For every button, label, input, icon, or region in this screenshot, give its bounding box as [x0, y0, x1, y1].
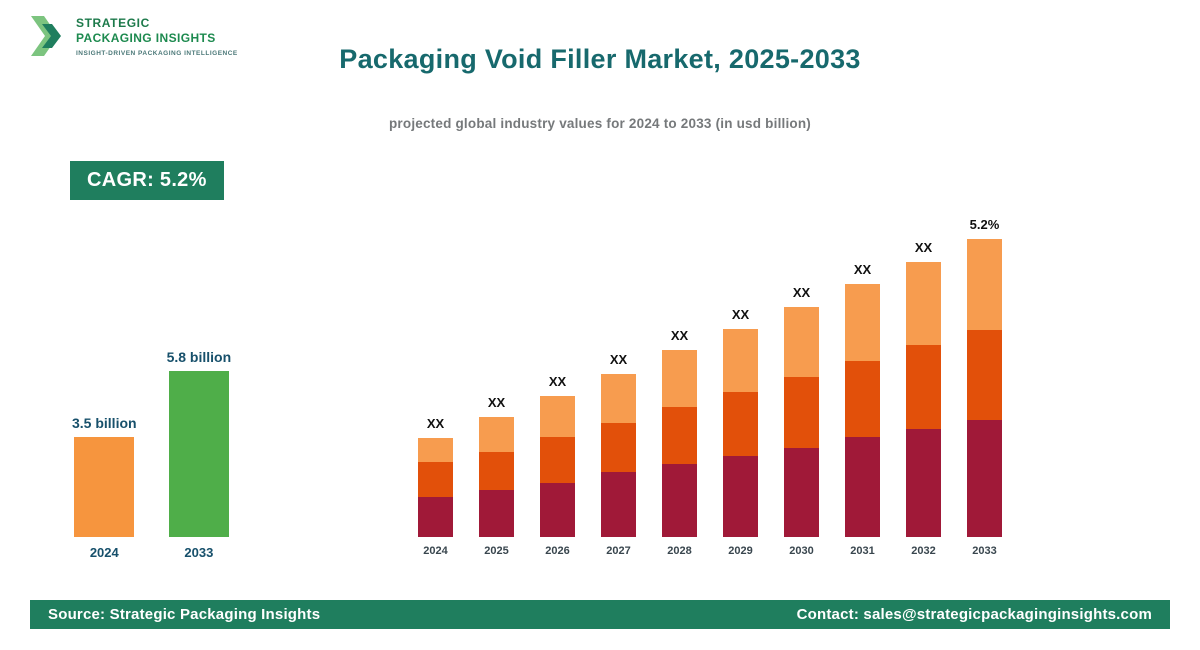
logo-tagline: INSIGHT-DRIVEN PACKAGING INTELLIGENCE — [76, 49, 238, 57]
footer-contact: Contact: sales@strategicpackaginginsight… — [796, 606, 1152, 623]
stacked-bar-segment-middle — [723, 392, 758, 456]
stacked-bar-segment-bottom — [845, 437, 880, 537]
stacked-bar-group: XX 2026 — [540, 374, 575, 559]
page-subtitle: projected global industry values for 202… — [388, 116, 812, 131]
logo-name-line1: STRATEGIC — [76, 15, 150, 30]
stacked-bar-group: XX 2028 — [662, 328, 697, 559]
stacked-chart: XX 2024 XX 2025 XX 2026 XX 2027 XX 2028 XX 2029 XX 20… — [418, 203, 1002, 559]
stacked-bar-group: XX 2027 — [601, 352, 636, 559]
stacked-bar-segment-top — [784, 307, 819, 377]
stacked-bar-segment-middle — [845, 361, 880, 437]
stacked-bar-segment-top — [479, 417, 514, 452]
stacked-bar-segment-top — [967, 239, 1002, 330]
stacked-bar-year-label: 2026 — [545, 545, 570, 557]
stacked-bar-segment-bottom — [479, 490, 514, 537]
logo: STRATEGIC PACKAGING INSIGHTS INSIGHT-DRI… — [30, 10, 238, 62]
mini-bar — [74, 437, 135, 537]
stacked-bar-segment-middle — [906, 345, 941, 429]
stacked-bar-segment-bottom — [540, 483, 575, 537]
mini-bar-year-label: 2033 — [184, 545, 214, 560]
footer-bar: Source: Strategic Packaging Insights Con… — [30, 600, 1170, 629]
logo-text: STRATEGIC PACKAGING INSIGHTS INSIGHT-DRI… — [76, 16, 238, 57]
mini-bar-group: 5.8 billion 2033 — [166, 349, 232, 560]
stacked-bar-segment-bottom — [601, 472, 636, 537]
stacked-bar-group: XX 2031 — [845, 262, 880, 559]
stacked-bar-segment-middle — [662, 407, 697, 464]
stacked-bar-group: 5.2% 2033 — [967, 217, 1002, 559]
logo-name-line2: PACKAGING INSIGHTS — [76, 30, 216, 45]
logo-chevron-icon — [31, 16, 61, 56]
stacked-bar-segment-middle — [784, 377, 819, 448]
mini-bar-group: 3.5 billion 2024 — [72, 415, 137, 560]
stacked-bar-year-label: 2025 — [484, 545, 509, 557]
stacked-bar-group: XX 2025 — [479, 395, 514, 559]
footer-source: Source: Strategic Packaging Insights — [48, 606, 321, 623]
mini-bar-value-label: 5.8 billion — [166, 349, 232, 365]
stacked-bar-segment-bottom — [662, 464, 697, 537]
stacked-bar-segment-bottom — [418, 497, 453, 537]
stacked-bar-segment-top — [906, 262, 941, 345]
stacked-bar-value-label: XX — [731, 307, 750, 322]
cagr-badge: CAGR: 5.2% — [70, 161, 224, 200]
stacked-bar-value-label: XX — [792, 285, 811, 300]
stacked-bar-group: XX 2032 — [906, 240, 941, 559]
stacked-bar-group: XX 2030 — [784, 285, 819, 559]
mini-bar-year-label: 2024 — [89, 545, 119, 560]
stacked-bar-segment-bottom — [967, 420, 1002, 537]
stacked-bar-year-label: 2030 — [789, 545, 814, 557]
stacked-bar-segment-top — [723, 329, 758, 392]
stacked-bar-year-label: 2027 — [606, 545, 631, 557]
stacked-bar-value-label: XX — [548, 374, 567, 389]
stacked-bar-segment-middle — [967, 330, 1002, 420]
mini-chart: 3.5 billion 2024 5.8 billion 2033 — [72, 324, 232, 560]
stacked-bar-segment-middle — [418, 462, 453, 497]
stacked-bar-year-label: 2029 — [728, 545, 753, 557]
stacked-bar-segment-middle — [601, 423, 636, 472]
stacked-bar-year-label: 2033 — [972, 545, 997, 557]
stacked-bar-year-label: 2032 — [911, 545, 936, 557]
stacked-bar-year-label: 2031 — [850, 545, 875, 557]
mini-bar-value-label: 3.5 billion — [72, 415, 137, 431]
stacked-bar-segment-top — [418, 438, 453, 462]
stacked-bar-segment-middle — [540, 437, 575, 483]
page-title: Packaging Void Filler Market, 2025-2033 — [339, 44, 861, 74]
stacked-bar-value-label: XX — [914, 240, 933, 255]
mini-bar — [168, 371, 229, 537]
stacked-bar-segment-top — [540, 396, 575, 437]
stacked-bar-year-label: 2024 — [423, 545, 448, 557]
stacked-bar-segment-top — [845, 284, 880, 361]
stacked-bar-value-label: XX — [670, 328, 689, 343]
stacked-bar-group: XX 2029 — [723, 307, 758, 559]
stacked-bar-group: XX 2024 — [418, 416, 453, 559]
stacked-bar-segment-bottom — [784, 448, 819, 537]
stacked-bar-segment-bottom — [906, 429, 941, 537]
stacked-bar-value-label: XX — [609, 352, 628, 367]
stacked-bar-value-label: XX — [487, 395, 506, 410]
stacked-bar-year-label: 2028 — [667, 545, 692, 557]
stacked-bar-segment-top — [601, 374, 636, 423]
stacked-bar-segment-top — [662, 350, 697, 407]
stacked-bar-segment-middle — [479, 452, 514, 490]
stacked-bar-value-label: 5.2% — [969, 217, 1000, 232]
stacked-bar-segment-bottom — [723, 456, 758, 537]
stacked-bar-value-label: XX — [853, 262, 872, 277]
stacked-bar-value-label: XX — [426, 416, 445, 431]
